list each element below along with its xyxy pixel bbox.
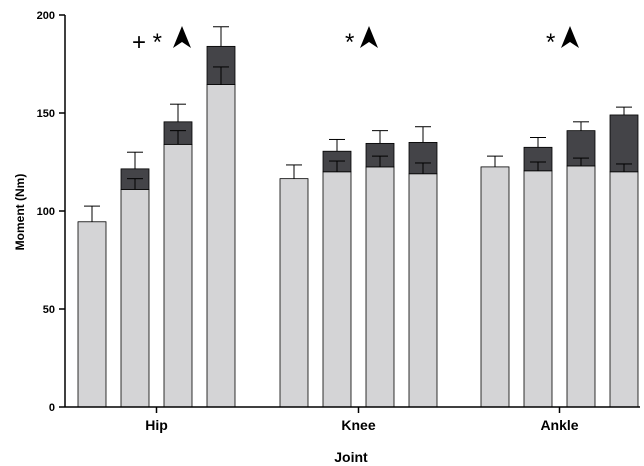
bars: [77, 26, 639, 408]
bar-base: [163, 143, 193, 408]
annotations: + * * *: [132, 26, 579, 56]
x-axis-title: Joint: [334, 449, 368, 465]
category-label: Hip: [145, 417, 168, 433]
bar-base: [322, 171, 352, 408]
bar-base: [279, 178, 309, 408]
category-label: Knee: [341, 417, 375, 433]
y-tick-label: 200: [37, 10, 55, 22]
bar-base: [523, 170, 553, 408]
bar-base: [77, 221, 107, 408]
y-tick-label: 50: [43, 304, 55, 316]
y-tick-label: 100: [37, 206, 55, 218]
bar-top: [365, 142, 395, 168]
bar-base: [365, 166, 395, 408]
bar-top: [566, 130, 596, 167]
y-tick-label: 150: [37, 108, 55, 120]
significance-annotation: *: [345, 29, 354, 56]
bar-base: [206, 84, 236, 408]
x-axis: Hip Knee Ankle: [65, 406, 640, 433]
y-tick-label: 0: [49, 402, 55, 414]
bar-base: [480, 166, 510, 408]
bar-base: [566, 165, 596, 408]
y-axis: 0 50 100 150 200: [37, 10, 66, 414]
bar-top: [609, 114, 639, 173]
arrowhead-icon: [561, 26, 579, 48]
bar-base: [120, 189, 150, 408]
significance-annotation: + *: [132, 29, 162, 56]
category-label: Ankle: [540, 417, 578, 433]
arrowhead-icon: [360, 26, 378, 48]
significance-annotation: *: [546, 29, 555, 56]
arrowhead-icon: [173, 26, 191, 48]
bar-base: [408, 173, 438, 408]
y-axis-title: Moment (Nm): [13, 174, 27, 251]
bar-base: [609, 171, 639, 408]
